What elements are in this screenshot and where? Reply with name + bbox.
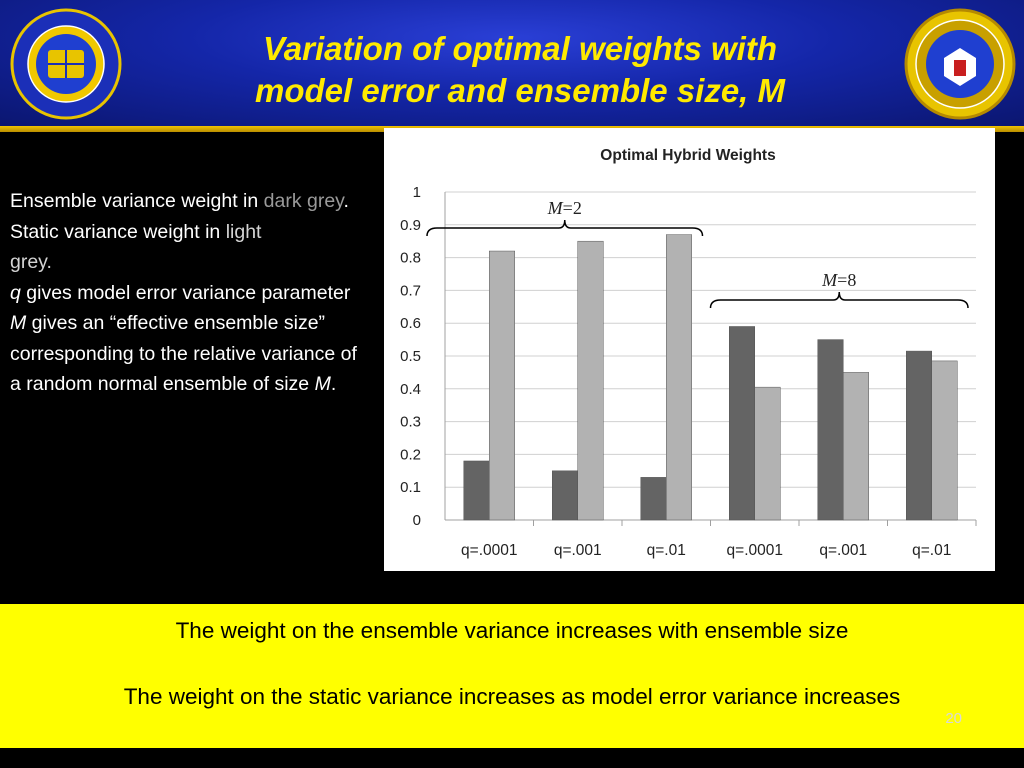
y-tick-label: 0 <box>413 512 421 529</box>
static-weight-bar <box>489 250 515 521</box>
note-static-text: Static variance weight in <box>10 220 226 243</box>
department-of-the-navy-seal-icon <box>904 8 1016 120</box>
note-dark-grey: dark grey <box>263 190 344 212</box>
note-m-end: . <box>330 373 337 395</box>
chart-panel: Optimal Hybrid Weights 0 0.1 0.2 0.3 0.4 0.5 0… <box>384 128 995 571</box>
title-line-2: model error and ensemble size, M <box>255 72 785 109</box>
static-weight-bar <box>577 240 604 521</box>
static-weight-bar <box>666 234 692 521</box>
y-tick-label: 0.2 <box>400 446 421 463</box>
page-number: 20 <box>945 710 962 727</box>
ensemble-weight-bar <box>906 350 932 521</box>
y-tick-label: 0.3 <box>400 414 421 431</box>
side-notes: Ensemble variance weight in dark grey. S… <box>10 186 370 400</box>
y-tick-label: 0.1 <box>400 479 421 496</box>
x-category-label: q=.001 <box>554 542 602 559</box>
naval-research-laboratory-seal-icon <box>10 8 122 120</box>
note-ensemble-weight: Ensemble variance weight in dark grey. <box>10 186 370 217</box>
y-tick-label: 1 <box>413 184 421 201</box>
note-static-weight: Static variance weight in light grey. <box>10 217 370 278</box>
y-tick-label: 0.7 <box>400 282 421 299</box>
conclusion-band: The weight on the ensemble variance incr… <box>0 604 1024 748</box>
static-weight-bar <box>931 360 958 521</box>
optimal-hybrid-weights-chart: Optimal Hybrid Weights 0 0.1 0.2 0.3 0.4 0.5 0… <box>400 147 977 559</box>
conclusion-line-2: The weight on the static variance increa… <box>123 684 901 709</box>
y-tick-label: 0.9 <box>400 217 421 234</box>
note-light: light <box>225 220 262 243</box>
brace-label: M=8 <box>821 270 856 290</box>
footer-strip <box>0 748 1024 768</box>
slide-header: Variation of optimal weights with model … <box>0 0 1024 126</box>
note-q-text: gives model error variance parameter <box>20 281 351 304</box>
ensemble-weight-bar <box>463 460 490 521</box>
conclusion-line-1: The weight on the ensemble variance incr… <box>175 618 849 643</box>
static-weight-bar <box>754 386 781 521</box>
x-category-label: q=.001 <box>819 542 867 559</box>
ensemble-weight-bar <box>640 477 667 521</box>
group-brace <box>709 291 969 309</box>
note-q-var: q <box>10 281 21 304</box>
y-tick-label: 0.4 <box>400 381 421 398</box>
ensemble-weight-bar <box>552 470 578 521</box>
title-line-1: Variation of optimal weights with <box>263 30 777 67</box>
x-category-label: q=.0001 <box>727 542 783 559</box>
note-m-var-2: M <box>314 373 331 395</box>
x-category-label: q=.01 <box>912 542 951 559</box>
x-category-label: q=.01 <box>647 542 686 559</box>
page-title: Variation of optimal weights with model … <box>140 28 900 112</box>
note-m-text: gives an “effective ensemble size” corre… <box>10 312 357 395</box>
y-tick-label: 0.5 <box>400 348 421 365</box>
note-ensemble-end: . <box>343 190 349 212</box>
x-category-label: q=.0001 <box>461 542 517 559</box>
note-static-grey: grey. <box>10 251 52 273</box>
y-tick-label: 0.6 <box>400 315 421 332</box>
note-m-parameter: M gives an “effective ensemble size” cor… <box>10 308 370 400</box>
note-m-var: M <box>10 312 27 334</box>
note-ensemble-text: Ensemble variance weight in <box>10 190 264 212</box>
ensemble-weight-bar <box>729 326 755 521</box>
static-weight-bar <box>843 372 869 521</box>
y-tick-label: 0.8 <box>400 250 421 267</box>
note-q-parameter: q gives model error variance parameter <box>10 278 370 309</box>
ensemble-weight-bar <box>817 339 844 521</box>
group-brace <box>426 219 704 237</box>
brace-label: M=2 <box>547 198 582 218</box>
chart-title: Optimal Hybrid Weights <box>600 147 775 164</box>
